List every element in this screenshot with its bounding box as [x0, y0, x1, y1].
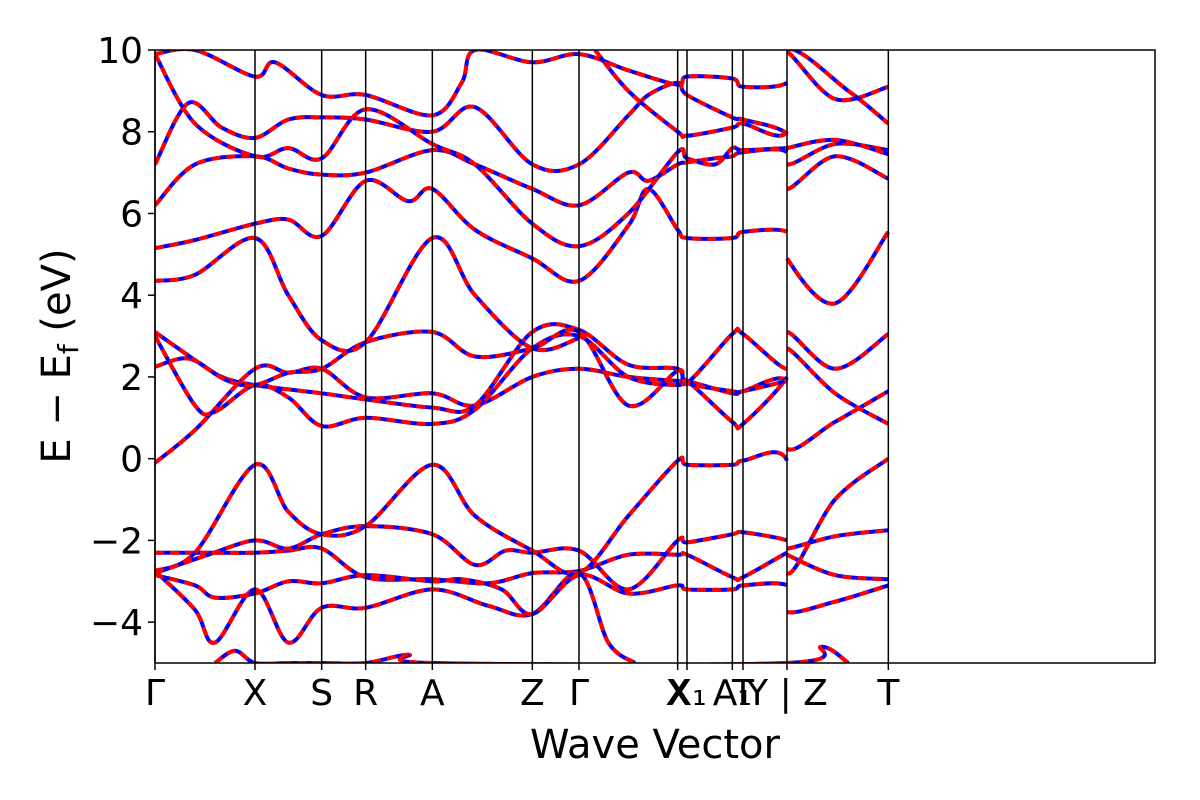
band-lines	[155, 50, 890, 663]
band-line-spin-down	[155, 322, 890, 414]
x-tick-label: X	[243, 673, 268, 714]
band-line-spin-up	[155, 177, 890, 306]
band-line-spin-up	[155, 450, 890, 577]
y-tick-label: 0	[120, 440, 143, 481]
x-tick-label: S	[310, 673, 333, 714]
y-axis-ticks: −4 −2 0 2 4 6 8 10	[90, 31, 155, 644]
band-line-spin-down	[155, 177, 890, 306]
band-line-spin-up	[155, 363, 890, 465]
y-tick-label: −4	[90, 603, 143, 644]
x-tick-label: Y | Z	[745, 673, 828, 714]
band-line-spin-up	[155, 572, 889, 617]
plot-frame	[154, 49, 1156, 664]
y-tick-label: 2	[120, 358, 143, 399]
x-tick-label: A	[420, 673, 445, 714]
band-line-spin-up	[155, 327, 788, 409]
band-line-spin-up	[155, 53, 889, 249]
band-line-spin-up	[155, 544, 889, 586]
band-line-spin-up	[155, 235, 580, 354]
x-tick-label: X₁	[667, 673, 706, 714]
band-line-spin-up	[155, 332, 890, 431]
band-line-spin-up	[155, 524, 889, 592]
band-line-spin-up	[155, 322, 890, 414]
x-tick-label: R	[353, 673, 378, 714]
y-tick-label: −2	[90, 521, 143, 562]
band-line-spin-down	[155, 327, 788, 409]
y-axis-label-text: E − Ef (eV)	[34, 248, 85, 463]
x-tick-label: Z	[520, 673, 545, 714]
x-tick-label: Γ	[145, 673, 165, 714]
x-tick-label: A₁	[713, 673, 752, 714]
x-tick-label: Γ	[569, 673, 589, 714]
band-line-spin-up	[593, 50, 890, 139]
y-tick-label: 4	[120, 276, 143, 317]
x-tick-label: T	[731, 673, 755, 714]
band-line-spin-down	[155, 572, 889, 617]
y-tick-label: 6	[120, 194, 143, 235]
x-tick-label: X	[665, 673, 690, 714]
band-line-spin-down	[155, 235, 580, 354]
x-tick-label: T	[876, 673, 900, 714]
x-axis-label: Wave Vector	[530, 722, 781, 768]
y-axis-label: E − Ef (eV)	[34, 248, 85, 463]
y-tick-label: 8	[120, 113, 143, 154]
y-tick-label: 10	[97, 31, 143, 72]
band-line-spin-up	[155, 50, 889, 118]
band-line-spin-up	[155, 147, 890, 208]
